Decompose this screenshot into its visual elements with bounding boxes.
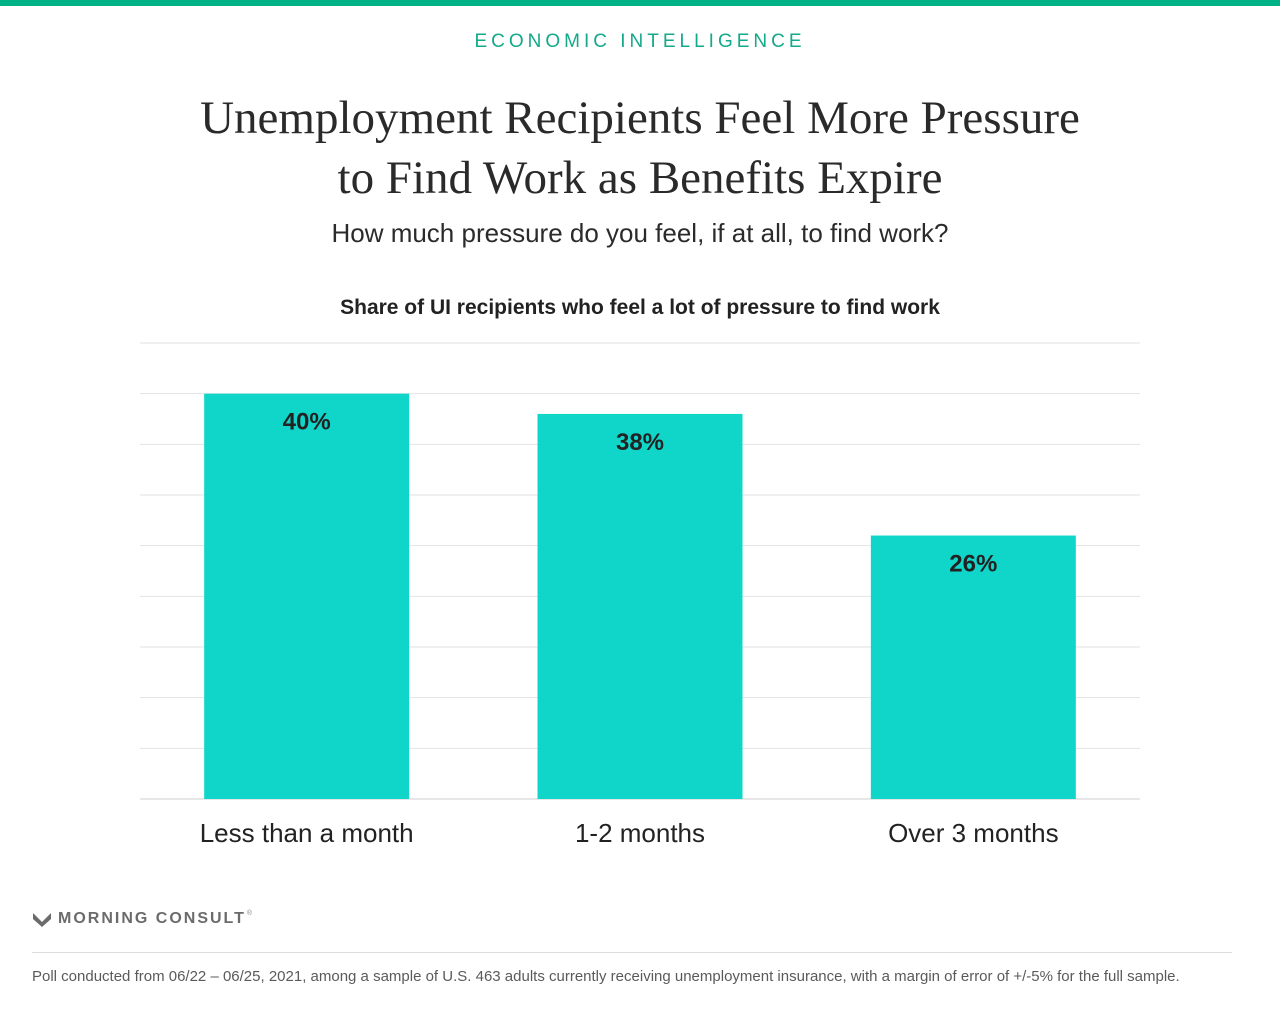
morning-consult-chevron-icon (33, 913, 51, 927)
footer-divider (32, 952, 1232, 953)
value-label: 38% (616, 429, 664, 456)
category-label: 1-2 months (575, 818, 705, 848)
top-accent-bar (0, 0, 1280, 6)
bar-3 (870, 535, 1076, 799)
bar-chart: 40% 38% 26% Less than a month 1-2 months Ove… (140, 342, 1140, 848)
trademark-mark: ® (246, 909, 253, 917)
bars (204, 393, 1076, 799)
page-title: Unemployment Recipients Feel More Pressu… (0, 88, 1280, 208)
kicker: ECONOMIC INTELLIGENCE (474, 31, 806, 52)
bar-2 (537, 413, 743, 799)
chart-title: Share of UI recipients who feel a lot of… (340, 296, 940, 319)
subtitle: How much pressure do you feel, if at all… (331, 218, 949, 248)
title-line-1: Unemployment Recipients Feel More Pressu… (200, 92, 1080, 144)
brand-name: MORNING CONSULT (58, 910, 246, 927)
category-label: Over 3 months (888, 818, 1059, 848)
category-label: Less than a month (200, 818, 414, 848)
category-labels: Less than a month 1-2 months Over 3 months (200, 818, 1059, 848)
value-label: 26% (949, 551, 997, 578)
value-label: 40% (283, 409, 331, 436)
bar-1 (204, 393, 410, 799)
brand: MORNING CONSULT ® (32, 908, 252, 930)
footnote: Poll conducted from 06/22 – 06/25, 2021,… (32, 968, 1180, 985)
title-line-2: to Find Work as Benefits Expire (337, 152, 943, 204)
value-labels: 40% 38% 26% (283, 409, 998, 578)
